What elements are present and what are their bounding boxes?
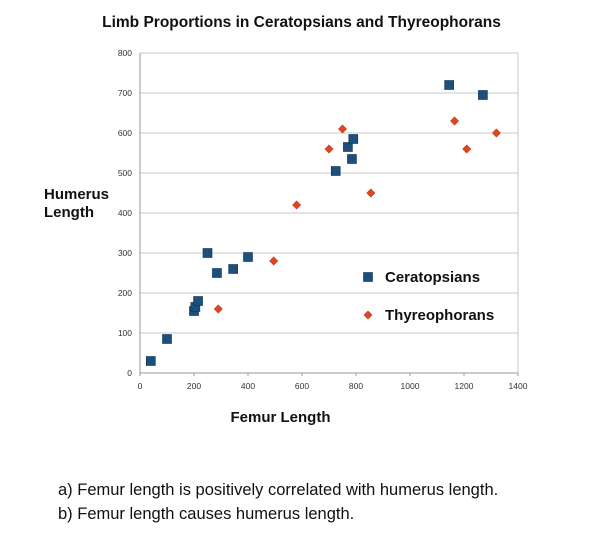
x-tick-label-600: 600 [295, 381, 309, 391]
x-tick-label-0: 0 [138, 381, 143, 391]
point-ceratopsians-9 [330, 166, 341, 176]
legend-marker-thyreophorans [363, 310, 373, 320]
point-thyreophorans-6 [449, 116, 460, 126]
y-tick-label-800: 800 [118, 48, 132, 58]
x-tick-label-200: 200 [187, 381, 201, 391]
y-tick-label-700: 700 [118, 88, 132, 98]
x-tick-label-1000: 1000 [401, 381, 420, 391]
x-tick-label-400: 400 [241, 381, 255, 391]
y-tick-label-500: 500 [118, 168, 132, 178]
x-axis-label-text: Femur Length [230, 409, 331, 426]
legend-label-ceratopsians: Ceratopsians [385, 269, 480, 286]
y-tick-label-300: 300 [118, 248, 132, 258]
legend-label-thyreophorans: Thyreophorans [385, 307, 494, 324]
legend-marker-ceratopsians [363, 272, 373, 282]
y-axis-label-line1: Humerus [44, 186, 110, 203]
y-tick-label-100: 100 [118, 328, 132, 338]
y-tick-label-200: 200 [118, 288, 132, 298]
point-ceratopsians-1 [162, 334, 172, 344]
point-ceratopsians-10 [343, 142, 353, 152]
y-axis-label-line2: Length [44, 204, 94, 221]
point-thyreophorans-1 [269, 256, 279, 266]
point-thyreophorans-2 [292, 200, 302, 210]
x-tick-label-800: 800 [349, 381, 363, 391]
point-thyreophorans-5 [366, 188, 376, 198]
point-thyreophorans-8 [491, 128, 501, 138]
statement-b: b) Femur length causes humerus length. [58, 505, 355, 523]
point-thyreophorans-4 [337, 124, 348, 134]
y-tick-label-600: 600 [118, 128, 132, 138]
point-thyreophorans-0 [213, 304, 223, 314]
point-ceratopsians-6 [212, 268, 222, 278]
point-thyreophorans-3 [324, 144, 334, 154]
point-ceratopsians-14 [478, 90, 488, 100]
point-ceratopsians-0 [146, 356, 156, 366]
point-ceratopsians-8 [243, 252, 253, 262]
chart-title: Limb Proportions in Ceratopsians and Thy… [102, 14, 501, 31]
x-axis-label: Femur Length [0, 409, 603, 426]
point-ceratopsians-4 [193, 296, 203, 306]
point-ceratopsians-11 [347, 154, 357, 164]
point-ceratopsians-13 [444, 80, 454, 90]
scatter-chart: 0 100 200 300 400 500 600 700 800 0 200 400 600 800 10… [118, 48, 528, 391]
point-ceratopsians-5 [202, 248, 213, 258]
x-tick-label-1200: 1200 [455, 381, 474, 391]
y-tick-label-400: 400 [118, 208, 132, 218]
point-thyreophorans-7 [462, 144, 472, 154]
point-ceratopsians-7 [228, 264, 238, 274]
statement-a: a) Femur length is positively correlated… [58, 481, 499, 499]
x-tick-label-1400: 1400 [509, 381, 528, 391]
y-tick-label-0: 0 [127, 368, 132, 378]
y-axis-label: Humerus Length [44, 186, 109, 222]
statements: a) Femur length is positively correlated… [58, 478, 498, 526]
point-ceratopsians-12 [348, 134, 359, 144]
